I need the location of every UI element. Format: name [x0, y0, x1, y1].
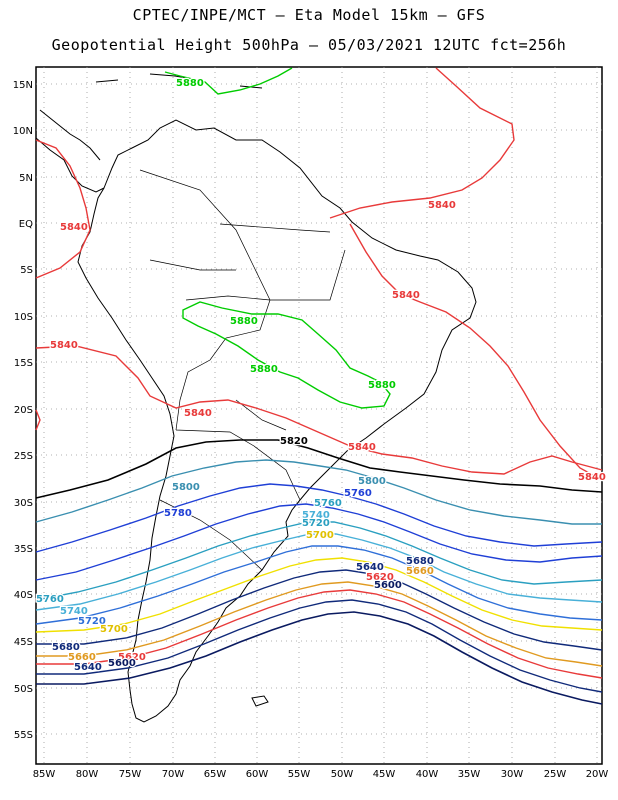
- contour-label: 5840: [578, 472, 606, 483]
- contour-label: 5780: [164, 508, 192, 519]
- contour-5840-south: [35, 345, 603, 475]
- contour-label: 5660: [68, 652, 96, 663]
- contour-label: 5720: [78, 616, 106, 627]
- contour-label: 5640: [356, 562, 384, 573]
- lon-tick-label: 30W: [501, 769, 524, 780]
- contour-label: 5620: [366, 572, 394, 583]
- coastlines: [35, 73, 477, 723]
- contour-label: 5840: [348, 442, 376, 453]
- lat-tick-label: 5N: [19, 173, 33, 184]
- lat-tick-label: 20S: [14, 405, 33, 416]
- contour-labels: 5880 5880 5880 5880 5840 5840 5840 5840 5840 5840…: [35, 77, 607, 675]
- contour-label: 5620: [118, 652, 146, 663]
- contour-label: 5680: [52, 642, 80, 653]
- lon-tick-label: 25W: [544, 769, 567, 780]
- contour-label: 5760: [314, 498, 342, 509]
- contour-label: 5700: [306, 530, 334, 541]
- contour-label: 5800: [358, 476, 386, 487]
- lat-tick-label: 15S: [14, 358, 33, 369]
- map-subtitle: Geopotential Height 500hPa — 05/03/2021 …: [51, 36, 567, 54]
- lon-tick-label: 70W: [162, 769, 185, 780]
- contour-5840-north: [35, 67, 515, 279]
- lat-tick-label: 10N: [13, 126, 33, 137]
- lat-tick-label: 15N: [13, 80, 33, 91]
- lat-lon-grid: [36, 67, 602, 764]
- contour-label: 5880: [250, 364, 278, 375]
- contour-label: 5800: [172, 482, 200, 493]
- contour-label: 5880: [176, 78, 204, 89]
- contour-5760b: [35, 521, 603, 601]
- falklands: [251, 695, 269, 707]
- contour-label: 5840: [428, 200, 456, 211]
- contour-label: 5760: [344, 488, 372, 499]
- borders-approx: [139, 169, 346, 571]
- contour-label: 5640: [74, 662, 102, 673]
- contour-5720: [35, 545, 603, 625]
- contour-5640: [36, 589, 603, 679]
- lat-tick-label: 45S: [14, 637, 33, 648]
- lat-tick-label: 25S: [14, 451, 33, 462]
- lat-tick-label: 5S: [20, 265, 33, 276]
- contour-label: 5820: [280, 436, 308, 447]
- contour-label: 5760: [36, 594, 64, 605]
- contour-label: 5840: [392, 290, 420, 301]
- lat-tick-label: 55S: [14, 730, 33, 741]
- lon-tick-label: 75W: [119, 769, 142, 780]
- contours: [35, 67, 603, 705]
- contour-label: 5700: [100, 624, 128, 635]
- central-america-coast: [35, 109, 105, 193]
- axis-ticks: 15N10N5NEQ5S10S15S20S25S30S35S40S45S50S5…: [13, 80, 609, 780]
- contour-label: 5740: [60, 606, 88, 617]
- contour-5680: [36, 569, 603, 651]
- lon-tick-label: 35W: [458, 769, 481, 780]
- lat-tick-label: 30S: [14, 498, 33, 509]
- contour-label: 5840: [60, 222, 88, 233]
- contour-5880-central: [182, 301, 391, 409]
- lat-tick-label: 50S: [14, 684, 33, 695]
- contour-label: 5600: [374, 580, 402, 591]
- contour-5880-north: [164, 67, 293, 95]
- contour-label: 5880: [368, 380, 396, 391]
- contour-label: 5740: [302, 510, 330, 521]
- map-title: CPTEC/INPE/MCT — Eta Model 15km — GFS: [132, 6, 486, 24]
- lon-tick-label: 85W: [33, 769, 56, 780]
- lon-tick-label: 50W: [331, 769, 354, 780]
- contour-label: 5840: [184, 408, 212, 419]
- lon-tick-label: 40W: [416, 769, 439, 780]
- contour-5600: [36, 611, 603, 705]
- contour-label: 5840: [50, 340, 78, 351]
- lon-tick-label: 20W: [586, 769, 609, 780]
- contour-5820: [35, 439, 603, 499]
- contour-label: 5880: [230, 316, 258, 327]
- lon-tick-label: 45W: [373, 769, 396, 780]
- contour-5660: [36, 581, 603, 667]
- contour-5780: [35, 483, 603, 553]
- contour-label: 5600: [108, 658, 136, 669]
- lat-tick-label: 35S: [14, 544, 33, 555]
- lat-tick-label: 40S: [14, 590, 33, 601]
- lon-tick-label: 55W: [288, 769, 311, 780]
- contour-label: 5720: [302, 518, 330, 529]
- lat-tick-label: EQ: [19, 219, 33, 230]
- contour-5620: [36, 599, 603, 693]
- contour-label: 5680: [406, 556, 434, 567]
- contour-label: 5660: [406, 566, 434, 577]
- contour-5740: [35, 533, 603, 611]
- contour-5700: [35, 557, 603, 633]
- south-america-coast: [77, 119, 477, 723]
- lon-tick-label: 80W: [76, 769, 99, 780]
- lat-tick-label: 10S: [14, 312, 33, 323]
- contour-5800: [35, 459, 602, 525]
- contour-5760: [35, 503, 603, 581]
- contour-5840-east: [349, 223, 603, 481]
- lon-tick-label: 65W: [204, 769, 227, 780]
- lon-tick-label: 60W: [246, 769, 269, 780]
